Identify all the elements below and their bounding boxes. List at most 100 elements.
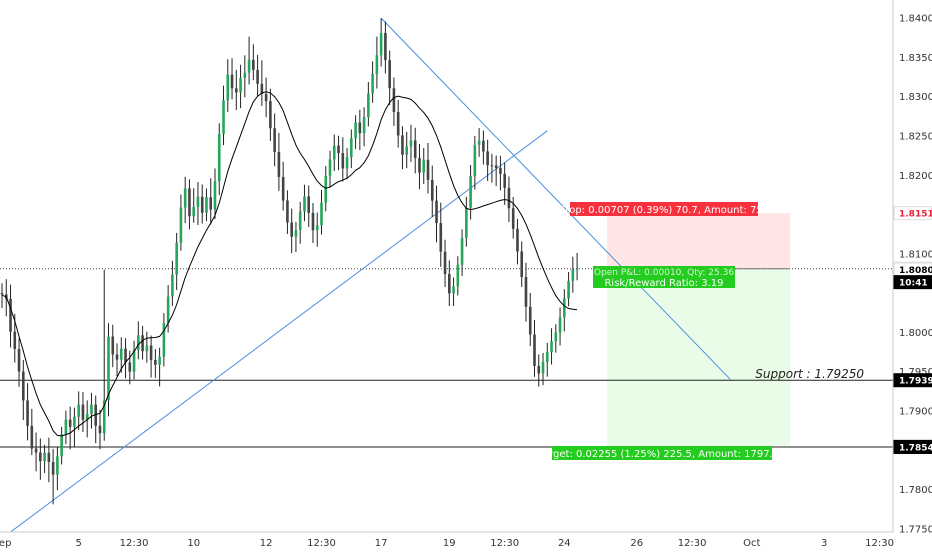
candle-body	[528, 306, 532, 335]
candle	[558, 307, 562, 346]
candle	[516, 218, 519, 265]
price-tag-bg	[893, 206, 932, 221]
y-tick-label: 1.82500	[899, 132, 932, 143]
candle	[260, 60, 264, 106]
candle-body	[179, 207, 183, 243]
candle	[226, 59, 230, 112]
candle-body	[426, 159, 430, 180]
candle	[43, 444, 46, 473]
candle	[545, 342, 549, 377]
candle-body	[332, 145, 336, 160]
candle-body	[286, 200, 289, 223]
candle-body	[465, 207, 468, 238]
candle-body	[545, 352, 549, 362]
open-pl-bg	[593, 266, 735, 288]
candle-body	[145, 345, 149, 352]
candle-body	[443, 251, 447, 275]
open-pl-box: Open P&L: 0.00010, Qty: 25.36 Risk/Rewar…	[593, 266, 735, 289]
candle-body	[422, 159, 426, 173]
candle-body	[171, 274, 174, 297]
candle-body	[102, 400, 106, 434]
candle-body	[269, 101, 272, 129]
candle-body	[418, 157, 421, 173]
candle-body	[188, 188, 191, 217]
stop-label-bg	[570, 202, 758, 216]
candle-body	[554, 332, 558, 342]
candle	[47, 437, 51, 483]
x-tick-label: 10	[187, 538, 200, 549]
candle	[73, 407, 76, 448]
candle-body	[226, 74, 230, 101]
candle	[303, 184, 306, 222]
candle-body	[371, 74, 374, 94]
candle-body	[196, 196, 200, 207]
y-tick-label: 1.83000	[899, 92, 932, 103]
candle	[81, 391, 85, 432]
candle-body	[384, 32, 387, 61]
price-tag: 1.78542	[899, 443, 932, 453]
candle-body	[341, 153, 345, 169]
x-tick-label: 12:30	[120, 538, 149, 549]
candle	[430, 165, 434, 218]
candle-body	[217, 133, 221, 182]
candle-body	[337, 145, 340, 154]
candle-body	[247, 59, 251, 73]
candle-body	[537, 365, 541, 374]
falling-trendline[interactable]	[380, 17, 731, 380]
candle	[213, 168, 217, 220]
x-tick-label: Sep	[0, 538, 11, 549]
candle-body	[558, 317, 562, 333]
candle	[482, 130, 485, 165]
candle-body	[482, 140, 485, 152]
candle-body	[358, 122, 362, 134]
candle-body	[90, 404, 93, 414]
candle	[56, 446, 59, 491]
price-tag: 1.81518	[899, 210, 932, 220]
candle	[39, 438, 42, 480]
candle	[217, 123, 221, 196]
candle-body	[107, 336, 110, 401]
y-tick-label: 1.79500	[899, 367, 932, 378]
y-tick-label: 1.82000	[899, 171, 932, 182]
candle-body	[77, 404, 80, 417]
candle	[60, 426, 63, 465]
candle-body	[571, 269, 575, 281]
candle	[554, 324, 558, 353]
candle-body	[132, 350, 136, 372]
candle-body	[149, 345, 153, 360]
price-tag: 10:41	[899, 279, 928, 289]
stop-zone	[606, 213, 791, 269]
candle	[132, 340, 136, 380]
candle	[371, 61, 374, 103]
candle	[273, 113, 276, 167]
candle	[413, 127, 417, 174]
candle-body	[405, 146, 408, 155]
candle-body	[460, 237, 464, 265]
candle	[128, 350, 132, 385]
candle	[77, 391, 80, 431]
candle-body	[392, 88, 396, 112]
stop-label-box: Stop: 0.00707 (0.39%) 70.7, Amount: 750	[559, 202, 769, 216]
candle	[34, 432, 38, 472]
candle-body	[379, 32, 383, 56]
candle	[439, 202, 443, 267]
x-tick-label: 19	[443, 538, 456, 549]
target-zone	[606, 268, 791, 446]
y-tick-label: 1.77500	[899, 524, 932, 535]
candle-body	[494, 165, 498, 168]
candle-body	[137, 335, 140, 351]
candle-body	[260, 83, 264, 94]
candle-body	[81, 404, 85, 420]
candle	[188, 179, 191, 230]
candle	[85, 400, 89, 438]
rising-trendline[interactable]	[10, 130, 548, 533]
candle-body	[9, 298, 12, 332]
candle	[205, 188, 208, 222]
candle-body	[256, 69, 259, 84]
candle	[111, 324, 115, 368]
candle	[435, 185, 438, 243]
candle-body	[388, 60, 391, 89]
time-axis[interactable]: Sep 5 12:30 10 12 12:30 17 19 12:30 24 26 12:30 Oct 3…	[0, 531, 894, 549]
candle	[320, 189, 323, 235]
